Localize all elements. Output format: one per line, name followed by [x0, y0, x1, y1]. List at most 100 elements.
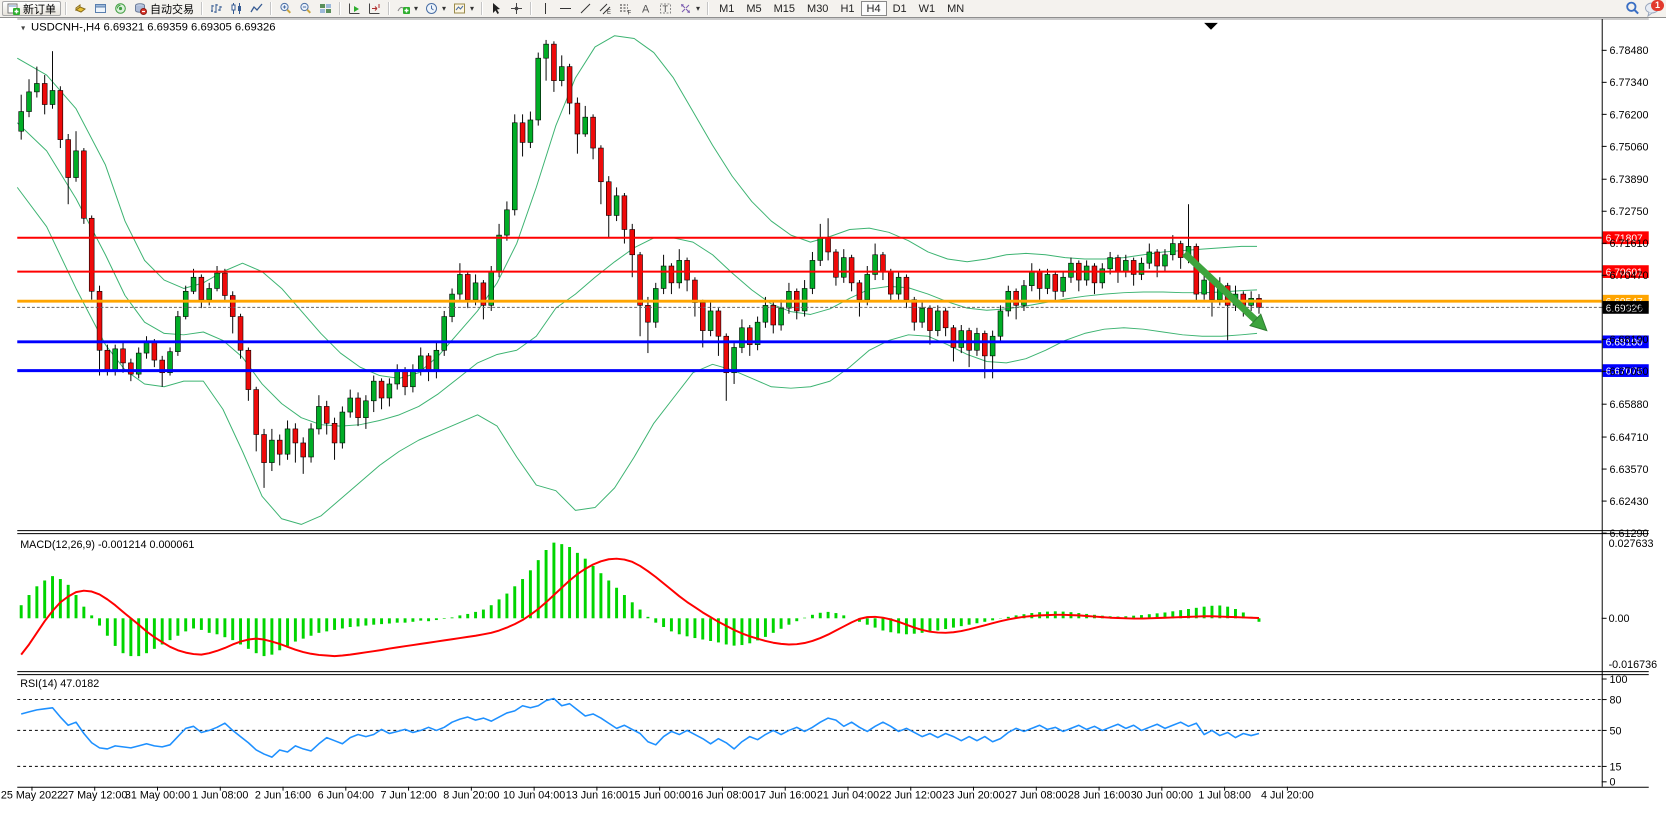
indicators-button[interactable]: ▾ [394, 1, 421, 16]
channel-button[interactable]: E [596, 1, 615, 16]
timeframe-button-MN[interactable]: MN [941, 1, 970, 16]
time-tick-label: 15 Jun 00:00 [629, 789, 691, 801]
price-tick-label: 6.67050 [1610, 366, 1649, 378]
chart-shift-button[interactable] [365, 1, 384, 16]
toolbar-right: 1 [1625, 0, 1664, 17]
tile-windows-icon [320, 4, 331, 13]
time-tick-label: 7 Jun 12:00 [380, 789, 436, 801]
price-tick-label: 6.70470 [1610, 270, 1649, 282]
price-tick-label: 6.75060 [1610, 141, 1649, 153]
dropdown-caret-icon: ▾ [696, 3, 701, 13]
chart-area[interactable]: 6.71807 6.70601 6.695476.69326 6.68100 6.670… [0, 18, 1666, 821]
autotrading-button[interactable]: 自动交易 [131, 1, 197, 16]
price-tick-label: 6.64710 [1610, 432, 1649, 444]
timeframe-button-M5[interactable]: M5 [740, 1, 767, 16]
price-tick-label: 6.68190 [1610, 334, 1649, 346]
signals-icon [115, 3, 126, 14]
new-order-button[interactable]: 新订单 [2, 1, 61, 16]
timeframe-button-H4[interactable]: H4 [860, 1, 887, 16]
chat-button[interactable]: 1 [1644, 0, 1664, 17]
new-order-label: 新订单 [23, 3, 56, 16]
chart-labels: ▾ USDCNH-,H4 6.69321 6.69359 6.69305 6.69… [20, 22, 1218, 690]
text-button[interactable]: A [636, 1, 655, 16]
signals-button[interactable] [111, 1, 130, 16]
candlestick-chart-icon [231, 3, 241, 14]
toolbar-separator [270, 2, 272, 15]
svg-text:6.67076: 6.67076 [1606, 367, 1643, 378]
price-tick-label: 6.63570 [1610, 464, 1649, 476]
timeframe-button-M15[interactable]: M15 [768, 1, 801, 16]
time-tick-label: 4 Jul 20:00 [1261, 789, 1314, 801]
auto-scroll-icon [349, 3, 360, 14]
fibonacci-button[interactable]: F [616, 1, 635, 16]
current-price-line[interactable]: 6.69326 [17, 301, 1649, 314]
svg-text:100: 100 [1610, 674, 1628, 686]
timeframe-button-D1[interactable]: D1 [887, 1, 913, 16]
chart-shift-icon [369, 3, 380, 14]
price-tick-label: 6.62430 [1610, 496, 1649, 508]
label-button[interactable]: T [656, 1, 675, 16]
chart-shift-marker-icon[interactable] [1204, 22, 1218, 30]
bollinger-lower-band[interactable] [16, 187, 1258, 525]
toolbar-separator [530, 2, 533, 15]
arrows-button[interactable]: ▾ [676, 1, 703, 16]
timeframe-toolbar: M1 M5 M15 M30 H1 H4 D1 W1 MN [713, 1, 970, 16]
dropdown-caret-icon: ▾ [442, 3, 447, 13]
level-line-6.70601[interactable]: 6.70601 [17, 265, 1649, 279]
profiles-button[interactable] [71, 1, 90, 16]
auto-scroll-button[interactable] [345, 1, 364, 16]
zoom-out-button[interactable] [296, 1, 315, 16]
price-axis[interactable]: 6.78480 6.77340 6.76200 6.75060 6.73890 6.727… [1601, 45, 1649, 540]
line-chart-button[interactable] [247, 1, 266, 16]
svg-text:6.71807: 6.71807 [1606, 234, 1643, 245]
price-tick-label: 6.72750 [1610, 206, 1649, 218]
tile-windows-button[interactable] [316, 1, 335, 16]
horizontal-line-button[interactable] [556, 1, 575, 16]
level-line-6.67076[interactable]: 6.67076 [17, 364, 1649, 378]
zoom-in-button[interactable] [276, 1, 295, 16]
timeframe-button-M1[interactable]: M1 [713, 1, 740, 16]
templates-button[interactable]: ▾ [450, 1, 477, 16]
timeframe-button-W1[interactable]: W1 [913, 1, 942, 16]
rsi-label: RSI(14) 47.0182 [20, 678, 99, 690]
time-tick-label: 10 Jun 04:00 [503, 789, 565, 801]
macd-pane: 0.027633 0.00 -0.016736 [19, 538, 1658, 671]
periods-button[interactable]: ▾ [422, 1, 449, 16]
time-tick-label: 31 May 00:00 [125, 789, 190, 801]
arrows-icon [681, 4, 691, 13]
level-line-6.68100[interactable]: 6.68100 [17, 335, 1649, 349]
macd-signal-line [20, 557, 1260, 658]
level-line-6.69547[interactable]: 6.69547 [17, 294, 1649, 308]
candlestick-chart-button[interactable] [227, 1, 246, 16]
trend-arrow[interactable] [1182, 250, 1268, 332]
time-tick-label: 25 May 2022 [1, 789, 63, 801]
time-tick-label: 22 Jun 12:00 [880, 789, 942, 801]
level-line-6.71807[interactable]: 6.71807 [17, 231, 1649, 245]
timeframe-button-M30[interactable]: M30 [801, 1, 834, 16]
text-label-icon: T [660, 3, 672, 14]
svg-text:-0.016736: -0.016736 [1609, 659, 1658, 671]
time-tick-label: 23 Jun 20:00 [942, 789, 1004, 801]
data-window-button[interactable] [91, 1, 110, 16]
search-icon[interactable] [1625, 1, 1640, 16]
svg-text:F: F [628, 11, 632, 16]
svg-text:E: E [607, 10, 611, 15]
symbol-marker-icon: ▾ [21, 24, 25, 33]
crosshair-button[interactable] [507, 1, 526, 16]
bollinger-upper-band[interactable] [17, 35, 1258, 379]
bar-chart-button[interactable] [207, 1, 226, 16]
time-tick-label: 21 Jun 04:00 [817, 789, 879, 801]
price-tick-label: 6.69330 [1610, 302, 1649, 314]
svg-text:0.00: 0.00 [1609, 613, 1630, 625]
rsi-pane: 100 80 50 15 0 [17, 674, 1628, 789]
notification-badge: 1 [1651, 0, 1664, 11]
chart-window[interactable]: 6.71807 6.70601 6.695476.69326 6.68100 6.670… [0, 18, 1666, 821]
cursor-button[interactable] [487, 1, 506, 16]
timeframe-button-H1[interactable]: H1 [834, 1, 860, 16]
svg-text:T: T [663, 4, 669, 14]
trendline-icon [580, 3, 591, 14]
trendline-button[interactable] [576, 1, 595, 16]
time-tick-label: 27 May 12:00 [62, 789, 127, 801]
vertical-line-button[interactable] [536, 1, 555, 16]
